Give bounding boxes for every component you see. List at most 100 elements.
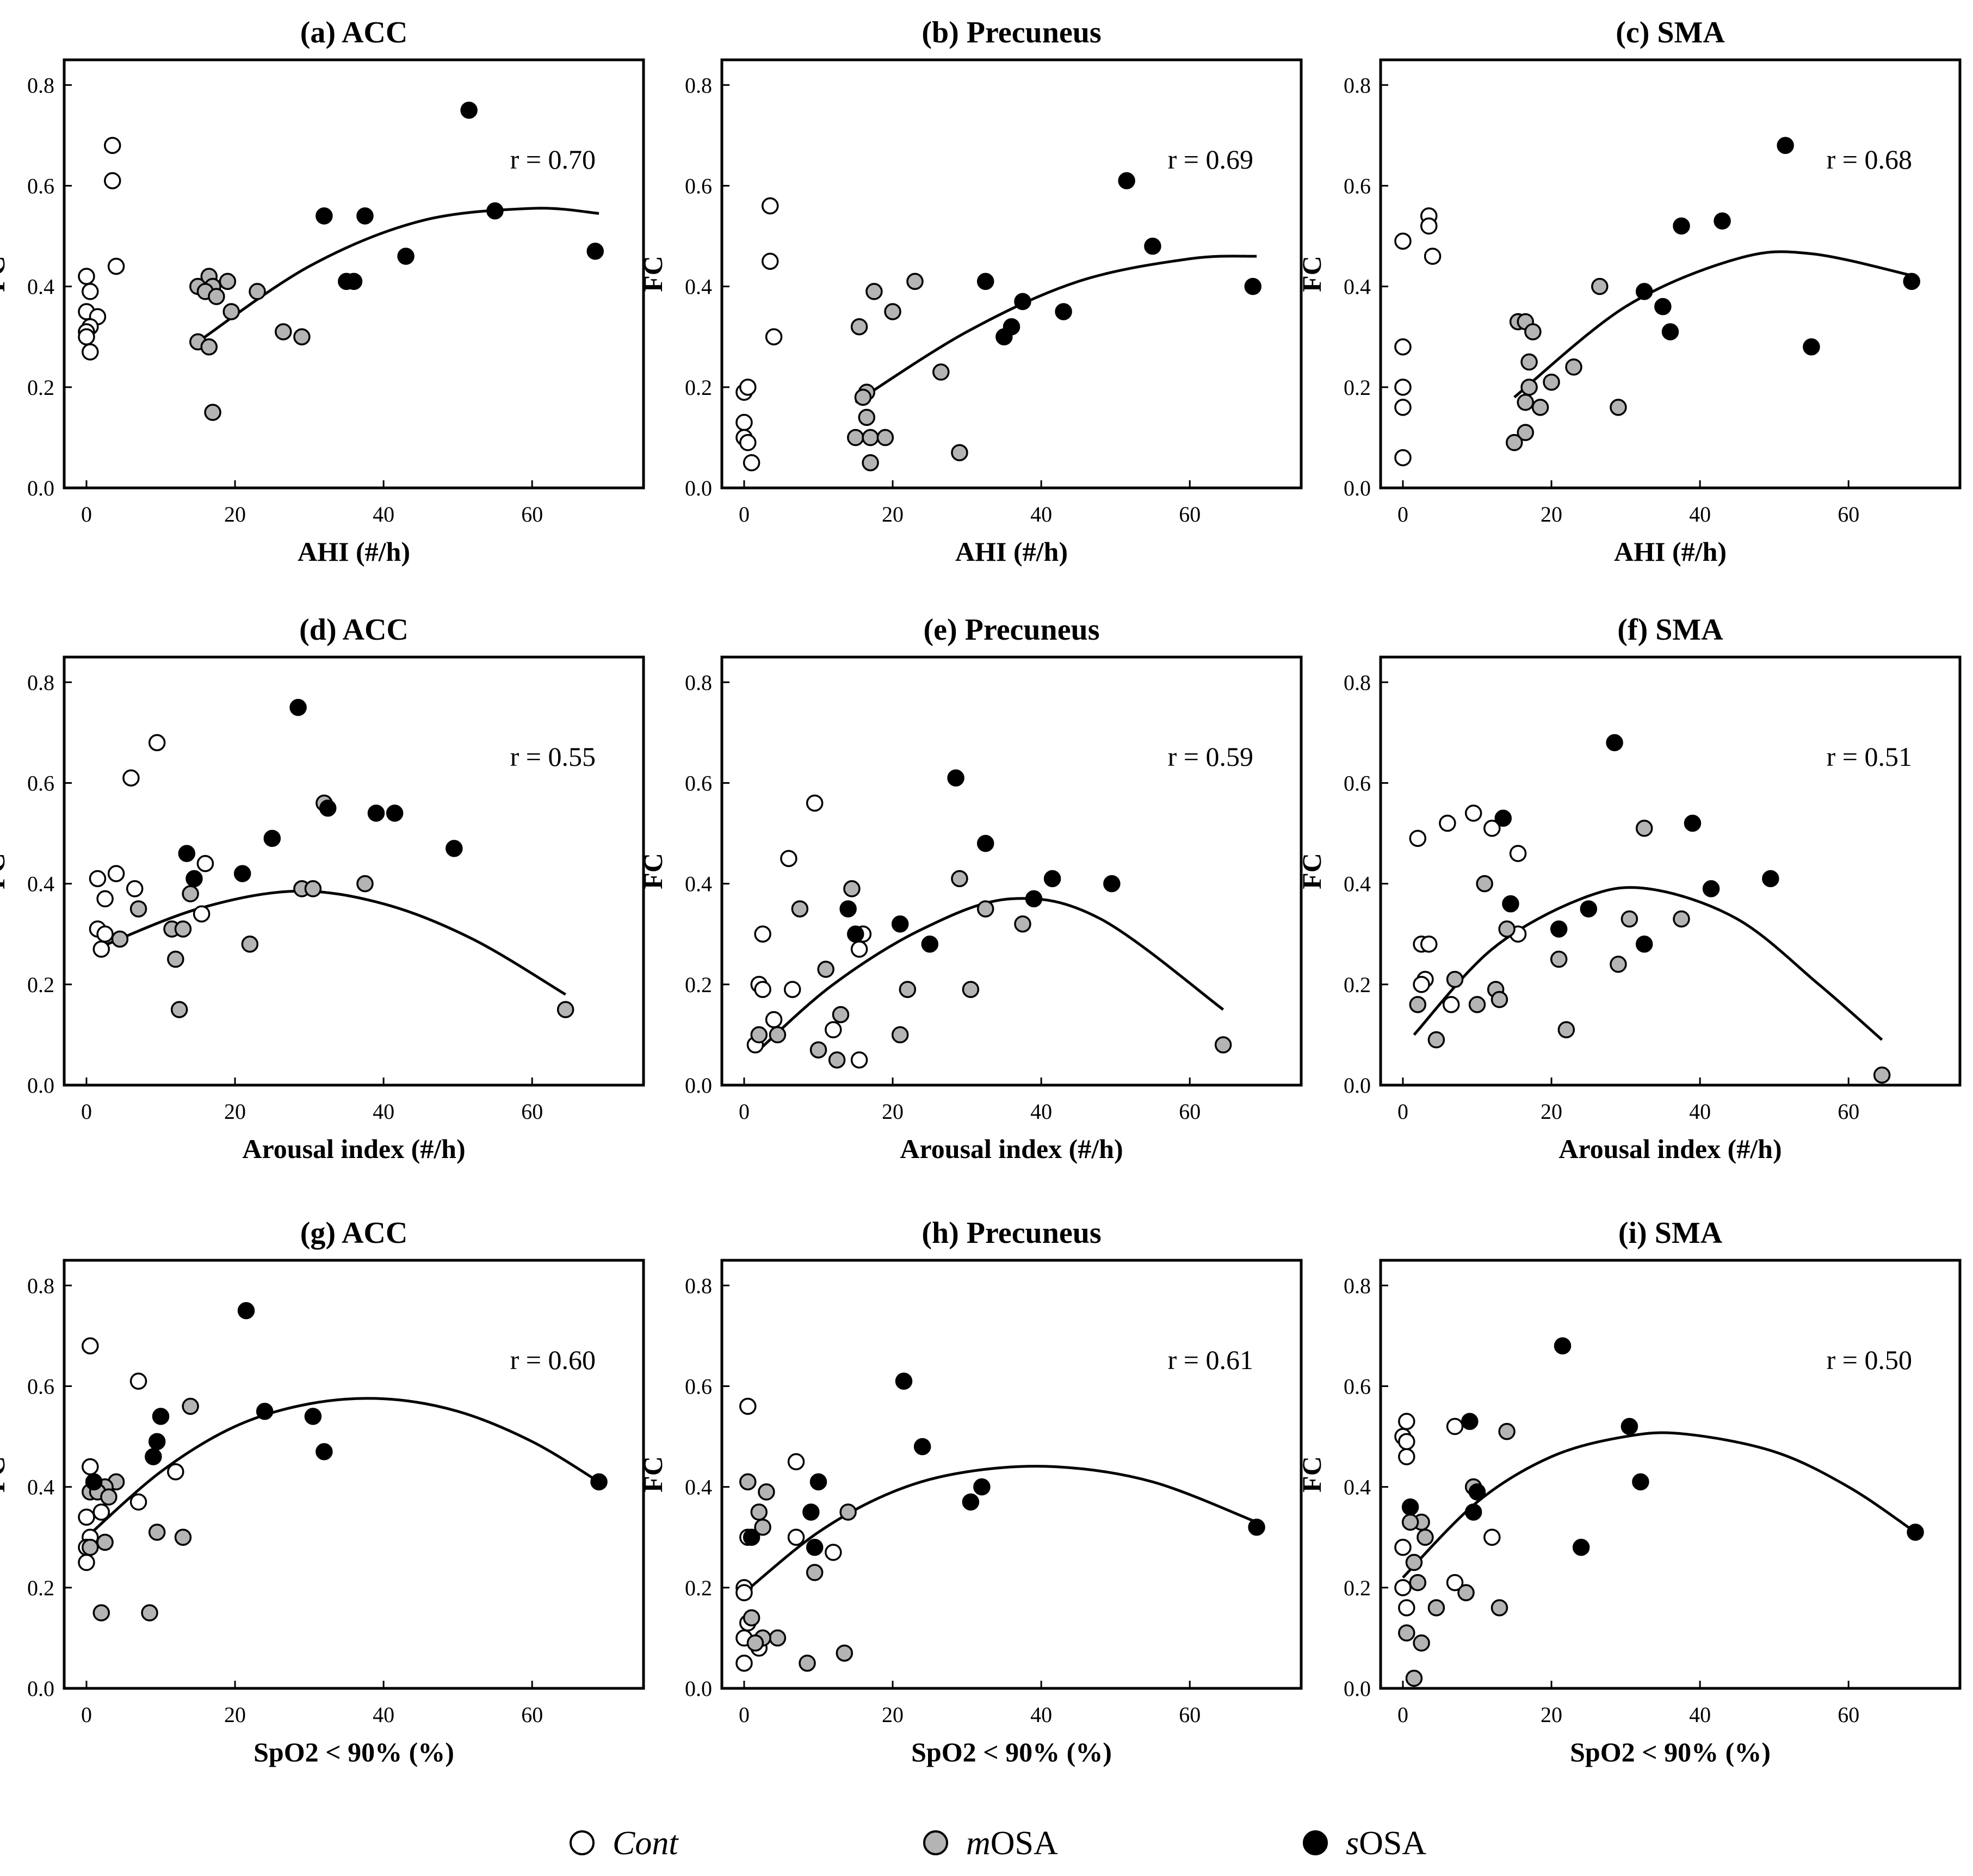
point-mosa <box>1405 1553 1423 1571</box>
point-cont <box>754 925 771 943</box>
x-tick-label: 40 <box>1689 1702 1711 1727</box>
fit-curve <box>85 1397 600 1539</box>
point-mosa <box>758 1483 775 1501</box>
point-sosa <box>304 1408 322 1425</box>
point-mosa <box>932 363 950 381</box>
x-tick-label: 0 <box>81 1099 92 1124</box>
point-mosa <box>100 1488 117 1506</box>
point-cont <box>78 1508 95 1526</box>
point-cont <box>78 328 95 345</box>
y-tick-label: 0.6 <box>27 174 54 198</box>
point-cont <box>783 981 801 998</box>
point-mosa <box>839 1503 857 1521</box>
point-cont <box>1420 936 1438 953</box>
point-sosa <box>1580 900 1598 918</box>
x-tick-label: 0 <box>1397 502 1408 527</box>
point-cont <box>167 1463 184 1481</box>
point-mosa <box>1635 820 1653 837</box>
y-tick-label: 0.2 <box>685 973 712 997</box>
x-tick-label: 20 <box>882 502 904 527</box>
y-tick-label: 0.0 <box>1344 1676 1371 1701</box>
point-mosa <box>92 1604 110 1621</box>
point-mosa <box>891 1026 909 1044</box>
point-mosa <box>1214 1036 1232 1054</box>
x-tick-label: 40 <box>1689 1099 1711 1124</box>
y-tick-label: 0.2 <box>1344 1576 1371 1600</box>
point-sosa <box>839 900 857 918</box>
point-mosa <box>167 950 184 968</box>
panel-i-sma: (i) SMA 0.0 0.2 0.4 0.6 0.8 0 20 40 60 SpO2 < 90% … <box>1296 1216 1962 1767</box>
point-mosa <box>832 1006 850 1024</box>
point-sosa <box>1248 1518 1265 1536</box>
point-mosa <box>1520 353 1538 371</box>
fit-curve <box>1513 250 1916 399</box>
point-sosa <box>367 804 385 822</box>
point-mosa <box>1524 323 1542 340</box>
point-sosa <box>1554 1337 1572 1355</box>
point-sosa <box>586 243 604 260</box>
point-mosa <box>174 1528 192 1546</box>
y-tick-label: 0.8 <box>1344 670 1371 695</box>
x-tick-label: 60 <box>521 502 543 527</box>
point-mosa <box>1520 379 1538 396</box>
point-cont <box>92 1503 110 1521</box>
point-cont <box>754 981 771 998</box>
legend-marker <box>1303 1830 1328 1855</box>
point-cont <box>107 865 125 882</box>
point-cont <box>1446 1574 1464 1592</box>
point-mosa <box>1014 915 1031 933</box>
point-sosa <box>289 698 307 716</box>
x-tick-label: 60 <box>521 1702 543 1727</box>
point-sosa <box>237 1302 255 1320</box>
point-mosa <box>809 1041 827 1058</box>
point-cont <box>126 880 144 897</box>
y-tick-label: 0.2 <box>1344 973 1371 997</box>
panel-title: (f) SMA <box>1617 613 1723 647</box>
point-sosa <box>316 207 333 225</box>
point-mosa <box>1498 920 1516 938</box>
correlation-label: r = 0.60 <box>510 1345 596 1375</box>
panel-b-precuneus: (b) Precuneus 0.0 0.2 0.4 0.6 0.8 0 20 40 60 AHI (… <box>638 16 1303 567</box>
point-sosa <box>1014 293 1031 311</box>
panel-title: (g) ACC <box>300 1216 408 1250</box>
plot-frame <box>63 655 645 1087</box>
y-tick-label: 0.4 <box>685 1475 712 1500</box>
point-mosa <box>249 283 266 300</box>
point-sosa <box>995 328 1013 345</box>
y-axis-label: FC <box>638 1456 668 1493</box>
plot-frame <box>720 1259 1303 1690</box>
point-mosa <box>1398 1624 1415 1642</box>
point-mosa <box>862 454 879 472</box>
point-cont <box>96 890 114 908</box>
point-sosa <box>1118 172 1135 189</box>
panel-title: (b) Precuneus <box>921 16 1101 49</box>
point-sosa <box>947 769 964 787</box>
fit-curve <box>1402 1431 1916 1579</box>
y-tick-label: 0.8 <box>685 1273 712 1298</box>
point-mosa <box>1673 910 1690 928</box>
x-tick-label: 40 <box>1689 502 1711 527</box>
point-sosa <box>590 1473 608 1491</box>
point-mosa <box>769 1026 787 1044</box>
x-axis-label: SpO2 < 90% (%) <box>911 1737 1112 1767</box>
point-sosa <box>891 915 909 933</box>
point-sosa <box>1803 338 1820 356</box>
point-cont <box>735 1654 753 1672</box>
panel-h-precuneus: (h) Precuneus 0.0 0.2 0.4 0.6 0.8 0 20 40 60 SpO2 … <box>638 1216 1303 1767</box>
point-mosa <box>951 444 968 461</box>
y-tick-label: 0.2 <box>27 1576 54 1600</box>
point-mosa <box>750 1026 768 1044</box>
point-sosa <box>1464 1503 1482 1521</box>
point-cont <box>1398 1599 1415 1617</box>
point-sosa <box>1025 890 1043 908</box>
point-mosa <box>1417 1528 1434 1546</box>
x-axis-label: AHI (#/h) <box>1614 536 1727 567</box>
point-cont <box>129 1493 147 1511</box>
point-sosa <box>802 1503 820 1521</box>
plot-frame <box>63 58 645 490</box>
x-tick-label: 0 <box>81 1702 92 1727</box>
legend-marker <box>570 1830 595 1855</box>
correlation-label: r = 0.61 <box>1168 1345 1253 1375</box>
point-sosa <box>1903 273 1920 290</box>
